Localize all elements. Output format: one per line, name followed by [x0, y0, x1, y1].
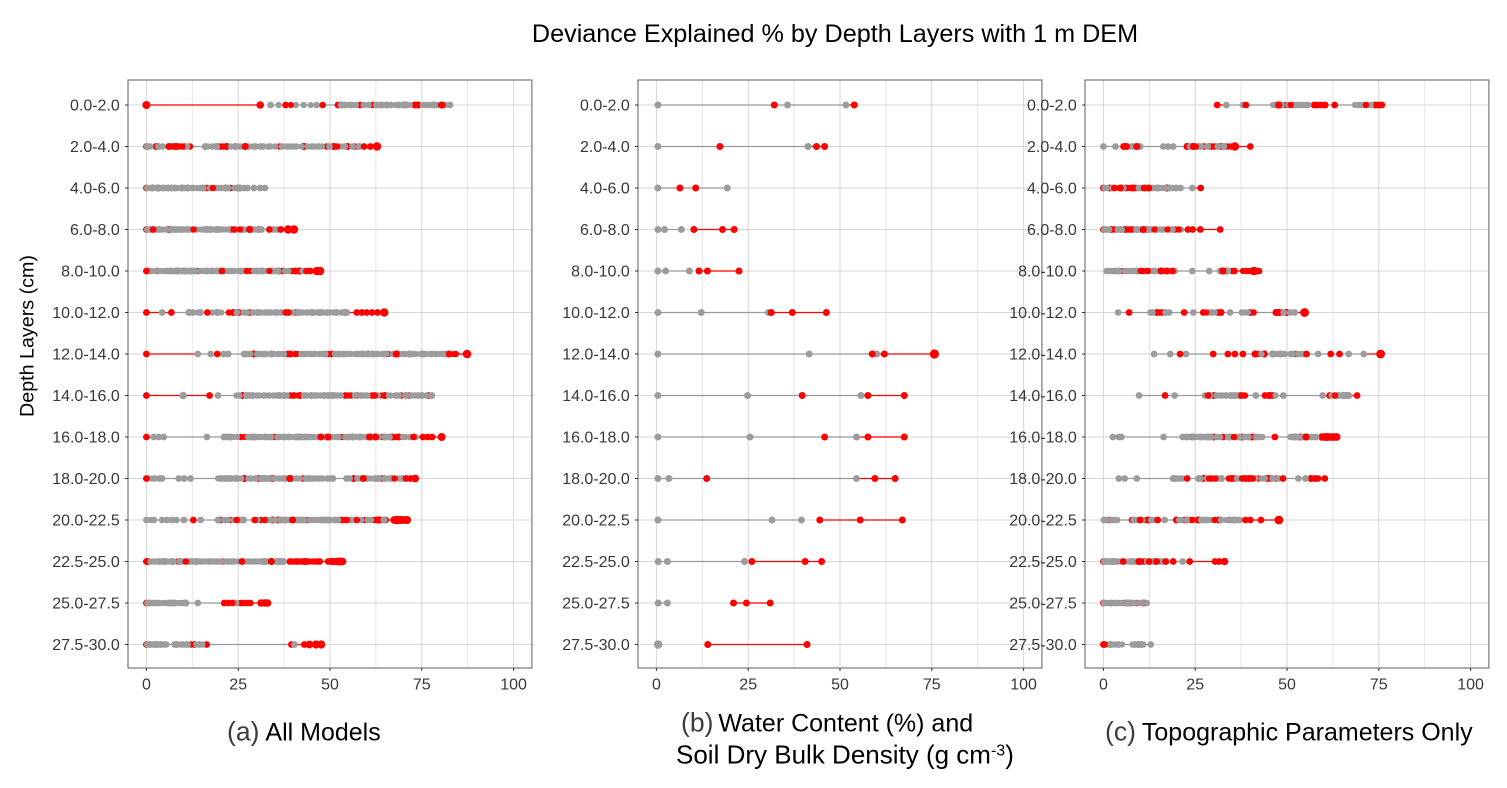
svg-text:16.0-18.0: 16.0-18.0 — [562, 429, 630, 446]
svg-text:2.0-4.0: 2.0-4.0 — [1027, 139, 1077, 156]
svg-text:0: 0 — [142, 677, 151, 694]
svg-text:0: 0 — [1099, 677, 1108, 694]
svg-text:(b)Water Content (%) and: (b) Water Content (%) and — [681, 708, 973, 738]
svg-text:6.0-8.0: 6.0-8.0 — [580, 222, 630, 239]
svg-text:8.0-10.0: 8.0-10.0 — [1018, 263, 1077, 280]
svg-text:4.0-6.0: 4.0-6.0 — [580, 180, 630, 197]
svg-text:100: 100 — [500, 677, 527, 694]
svg-text:8.0-10.0: 8.0-10.0 — [571, 263, 630, 280]
svg-text:50: 50 — [1278, 677, 1296, 694]
svg-text:75: 75 — [413, 677, 431, 694]
svg-text:12.0-14.0: 12.0-14.0 — [52, 346, 120, 363]
svg-text:16.0-18.0: 16.0-18.0 — [52, 429, 120, 446]
svg-text:6.0-8.0: 6.0-8.0 — [1027, 222, 1077, 239]
svg-text:50: 50 — [321, 677, 339, 694]
svg-text:100: 100 — [1010, 677, 1037, 694]
svg-text:8.0-10.0: 8.0-10.0 — [61, 263, 120, 280]
svg-text:75: 75 — [1370, 677, 1388, 694]
svg-text:12.0-14.0: 12.0-14.0 — [1009, 346, 1077, 363]
svg-text:25.0-27.5: 25.0-27.5 — [52, 595, 120, 612]
svg-text:50: 50 — [831, 677, 849, 694]
svg-text:0.0-2.0: 0.0-2.0 — [580, 97, 630, 114]
svg-text:14.0-16.0: 14.0-16.0 — [1009, 388, 1077, 405]
svg-text:0: 0 — [652, 677, 661, 694]
svg-text:Deviance Explained % by Depth: Deviance Explained % by Depth Layers wit… — [532, 20, 1138, 48]
svg-text:18.0-20.0: 18.0-20.0 — [562, 471, 630, 488]
svg-text:18.0-20.0: 18.0-20.0 — [1009, 471, 1077, 488]
svg-text:25.0-27.5: 25.0-27.5 — [562, 595, 630, 612]
svg-text:20.0-22.5: 20.0-22.5 — [1009, 512, 1077, 529]
svg-text:25: 25 — [1186, 677, 1204, 694]
svg-text:20.0-22.5: 20.0-22.5 — [562, 512, 630, 529]
svg-text:4.0-6.0: 4.0-6.0 — [1027, 180, 1077, 197]
svg-text:12.0-14.0: 12.0-14.0 — [562, 346, 630, 363]
svg-text:27.5-30.0: 27.5-30.0 — [1009, 637, 1077, 654]
svg-text:14.0-16.0: 14.0-16.0 — [562, 388, 630, 405]
svg-text:22.5-25.0: 22.5-25.0 — [562, 554, 630, 571]
svg-text:14.0-16.0: 14.0-16.0 — [52, 388, 120, 405]
svg-text:0.0-2.0: 0.0-2.0 — [1027, 97, 1077, 114]
svg-text:75: 75 — [923, 677, 941, 694]
svg-text:10.0-12.0: 10.0-12.0 — [1009, 305, 1077, 322]
svg-text:Depth Layers (cm): Depth Layers (cm) — [17, 255, 39, 417]
svg-text:27.5-30.0: 27.5-30.0 — [562, 637, 630, 654]
svg-text:16.0-18.0: 16.0-18.0 — [1009, 429, 1077, 446]
svg-text:25: 25 — [229, 677, 247, 694]
svg-text:27.5-30.0: 27.5-30.0 — [52, 637, 120, 654]
svg-text:Soil Dry Bulk Density (g cm-3): Soil Dry Bulk Density (g cm-3) — [676, 740, 1014, 770]
svg-text:22.5-25.0: 22.5-25.0 — [52, 554, 120, 571]
svg-text:25.0-27.5: 25.0-27.5 — [1009, 595, 1077, 612]
svg-text:10.0-12.0: 10.0-12.0 — [52, 305, 120, 322]
svg-text:(a)All Models: (a) All Models — [227, 717, 381, 747]
svg-text:100: 100 — [1457, 677, 1484, 694]
svg-text:18.0-20.0: 18.0-20.0 — [52, 471, 120, 488]
svg-text:2.0-4.0: 2.0-4.0 — [70, 139, 120, 156]
svg-text:2.0-4.0: 2.0-4.0 — [580, 139, 630, 156]
svg-text:(c)Topographic Parameters Only: (c) Topographic Parameters Only — [1105, 717, 1473, 747]
svg-text:20.0-22.5: 20.0-22.5 — [52, 512, 120, 529]
svg-text:0.0-2.0: 0.0-2.0 — [70, 97, 120, 114]
svg-text:6.0-8.0: 6.0-8.0 — [70, 222, 120, 239]
svg-text:25: 25 — [739, 677, 757, 694]
svg-text:22.5-25.0: 22.5-25.0 — [1009, 554, 1077, 571]
svg-text:10.0-12.0: 10.0-12.0 — [562, 305, 630, 322]
svg-text:4.0-6.0: 4.0-6.0 — [70, 180, 120, 197]
